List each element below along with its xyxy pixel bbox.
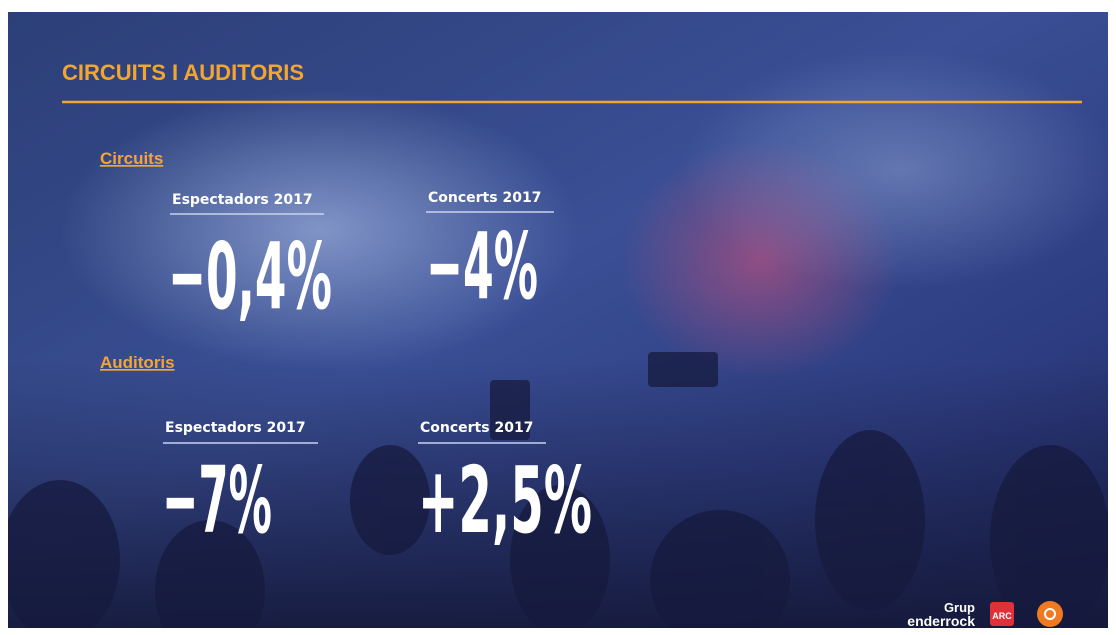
stat-value: −7% bbox=[162, 447, 272, 554]
round-logo bbox=[1037, 601, 1063, 627]
section-title: Auditoris bbox=[100, 353, 175, 372]
slide: CIRCUITS I AUDITORIS Circuits Espectador… bbox=[0, 0, 1116, 635]
stat-value: −0,4% bbox=[168, 223, 332, 330]
section-title: Circuits bbox=[100, 149, 163, 168]
brand-bottom: enderrock bbox=[907, 613, 975, 629]
stat-label: Espectadors 2017 bbox=[172, 192, 313, 208]
badge-text: ARC bbox=[992, 611, 1012, 621]
stat-value: −4% bbox=[426, 213, 538, 320]
stat-value: +2,5% bbox=[418, 447, 592, 554]
stat-label: Concerts 2017 bbox=[428, 190, 541, 206]
stat-label: Concerts 2017 bbox=[420, 420, 533, 436]
slide-title: CIRCUITS I AUDITORIS bbox=[62, 60, 304, 85]
stat-label: Espectadors 2017 bbox=[165, 420, 306, 436]
